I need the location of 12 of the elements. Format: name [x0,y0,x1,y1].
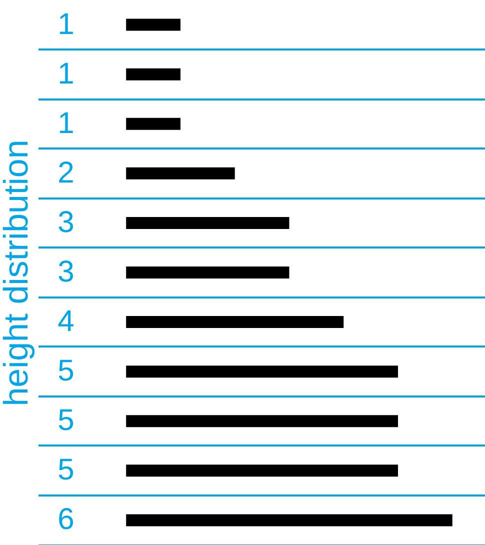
y-axis-title: height distribution [0,140,36,406]
data-label: 5 [58,354,74,388]
data-label: 1 [58,106,74,140]
data-label: 1 [58,57,74,90]
data-label: 3 [58,206,74,239]
data-label: 4 [58,305,74,338]
data-label: 5 [58,404,74,438]
data-label: 6 [58,503,74,536]
data-label: 5 [58,454,74,487]
data-label: 2 [58,156,74,190]
data-label: 3 [58,256,74,288]
data-label: 1 [58,8,74,41]
